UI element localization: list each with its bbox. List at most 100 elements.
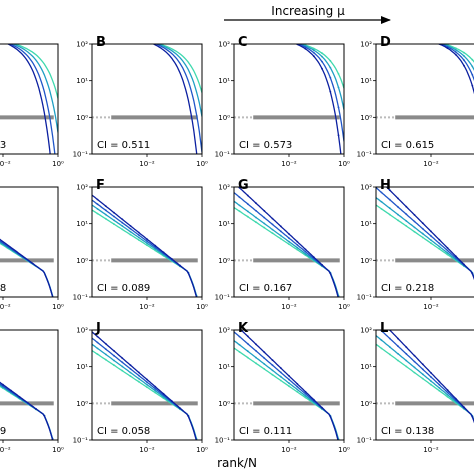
series-point — [154, 385, 157, 388]
series-point — [430, 39, 432, 41]
series-point — [471, 73, 474, 76]
series-point — [288, 378, 290, 381]
series-point — [312, 256, 315, 258]
series-point — [380, 339, 383, 342]
series-point — [263, 33, 265, 35]
series-line-1 — [152, 44, 198, 154]
series-point — [296, 240, 299, 243]
series-point — [279, 367, 282, 369]
series-point — [279, 225, 282, 228]
series-point — [104, 358, 107, 361]
series-point — [121, 228, 124, 231]
series-point — [454, 255, 457, 258]
series-point — [296, 42, 298, 44]
series-point — [288, 240, 290, 243]
y-tick-label: 10⁰ — [218, 114, 230, 122]
y-tick-label: 10¹ — [218, 77, 230, 85]
series-line-2 — [8, 44, 56, 154]
axes-frame — [0, 186, 59, 298]
series-point — [279, 379, 282, 382]
y-tick-label: 10¹ — [76, 363, 88, 371]
series-line-3 — [440, 44, 474, 71]
series-point — [438, 242, 441, 245]
series-point — [304, 396, 307, 399]
series-point — [255, 362, 257, 365]
series-point — [137, 377, 140, 380]
series-point — [246, 215, 249, 218]
series-point — [405, 33, 407, 35]
series-point — [397, 213, 399, 216]
y-tick-label: 10⁰ — [360, 257, 372, 265]
series-point — [454, 51, 457, 53]
series-point — [413, 226, 416, 229]
series-point — [446, 389, 449, 391]
series-point — [471, 58, 474, 61]
axes-frame — [375, 43, 474, 155]
series-point — [263, 226, 266, 229]
series-point — [288, 237, 290, 240]
ci-label: CI = 0.138 — [381, 426, 434, 437]
series-point — [288, 243, 290, 246]
series-point — [255, 31, 257, 33]
series-point — [137, 234, 140, 236]
series-point — [246, 342, 249, 345]
series-point — [422, 37, 424, 39]
series-point — [104, 348, 107, 350]
series-point — [380, 200, 383, 203]
series-point — [113, 219, 115, 222]
y-tick-label: 10¹ — [360, 363, 372, 371]
series-point — [446, 395, 449, 398]
x-tick-label: 10⁰ — [196, 160, 208, 168]
series-point — [321, 263, 323, 266]
y-tick-label: 10² — [218, 41, 230, 49]
series-line-2 — [154, 44, 202, 153]
x-tick-label: 10⁻² — [139, 303, 155, 311]
series-point — [312, 398, 315, 401]
series-point — [388, 353, 391, 356]
series-line-3 — [11, 44, 58, 133]
series-point — [104, 353, 107, 356]
series-point — [413, 220, 416, 223]
series-point — [438, 389, 441, 392]
y-tick-label: 10⁻¹ — [73, 437, 89, 445]
series-line-3 — [298, 44, 344, 110]
series-point — [10, 389, 13, 392]
series-point — [381, 27, 383, 29]
ci-label: CI = 0.111 — [239, 426, 292, 437]
series-point — [255, 202, 257, 205]
series-point — [104, 217, 107, 220]
y-tick-label: 10⁻¹ — [73, 151, 89, 159]
ci-label: CI = 0.058 — [97, 426, 150, 437]
series-point — [113, 354, 115, 357]
series-point — [397, 31, 399, 33]
series-point — [337, 73, 340, 75]
x-tick-label: 10⁻² — [423, 160, 439, 168]
series-point — [247, 29, 249, 31]
y-tick-label: 10¹ — [76, 77, 88, 85]
series-point — [438, 387, 441, 389]
series-point — [388, 189, 391, 192]
axes-frame — [0, 43, 59, 155]
ci-label: CI = 0.511 — [97, 140, 150, 151]
panel-f: 10⁻¹ 10⁰ 10¹ 10² 10⁻² 10⁰ F CI = 0.089 — [73, 178, 208, 311]
series-point — [463, 55, 465, 57]
series-point — [304, 252, 307, 255]
series-point — [381, 27, 383, 29]
series-point — [129, 368, 132, 370]
series-point — [239, 27, 241, 29]
series-point — [271, 217, 274, 220]
series-point — [296, 42, 298, 44]
series-point — [296, 391, 299, 393]
y-tick-label: 10¹ — [76, 220, 88, 228]
header-title: Increasing μ — [271, 4, 345, 18]
series-point — [438, 41, 440, 43]
series-point — [255, 356, 257, 359]
y-tick-label: 10⁻¹ — [357, 294, 373, 302]
series-point — [121, 218, 124, 221]
series-point — [321, 60, 323, 63]
series-point — [438, 380, 441, 383]
series-point — [129, 375, 132, 378]
series-point — [96, 335, 99, 338]
series-point — [405, 346, 408, 348]
series-point — [113, 223, 115, 226]
